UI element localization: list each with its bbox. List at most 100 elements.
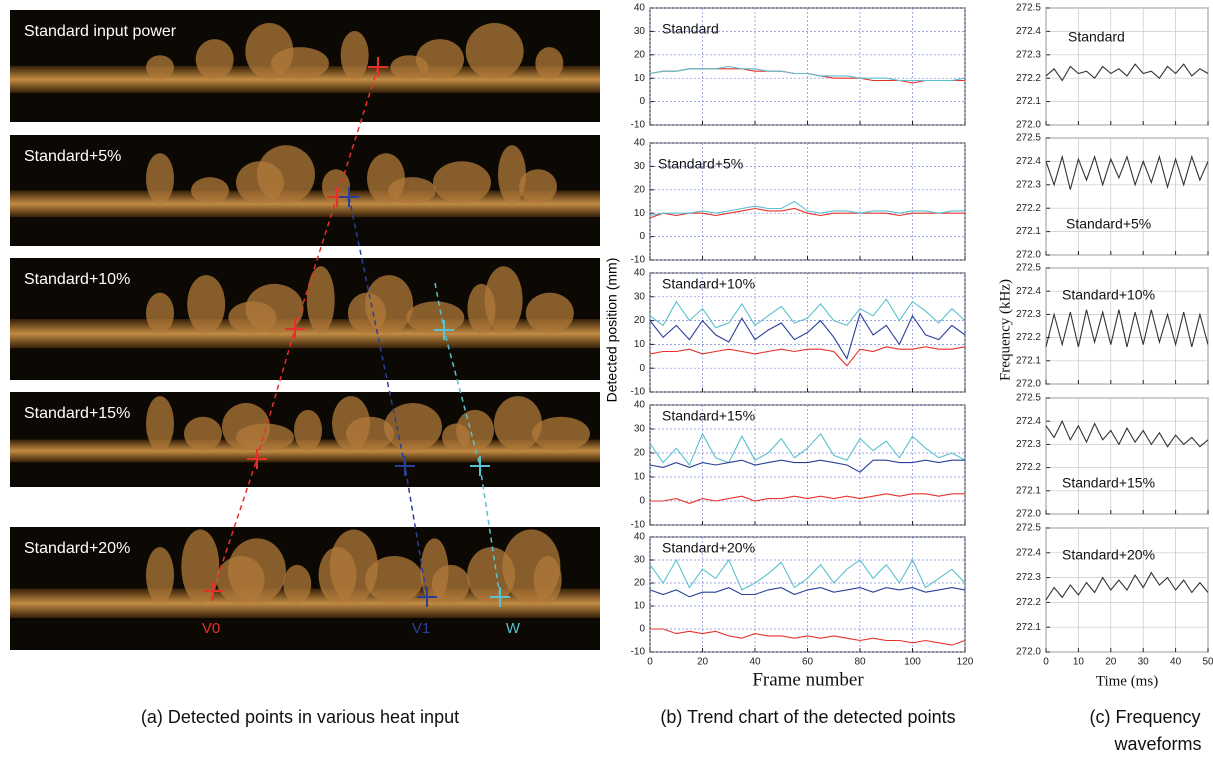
data-line [649, 587, 966, 598]
droplet [365, 556, 424, 604]
y-tick-label: 40 [634, 3, 646, 14]
chart-title: Standard+5% [1066, 216, 1151, 232]
point-label: V1 [412, 620, 430, 637]
droplet [365, 275, 414, 334]
detected-point [490, 587, 510, 607]
chart-title: Standard+5% [658, 156, 743, 172]
y-tick-label: 20 [634, 184, 646, 195]
x-tick-label: 0 [647, 657, 653, 668]
y-tick-label: 272.1 [1016, 96, 1041, 107]
x-tick-label: 120 [957, 657, 974, 668]
x-tick-label: 20 [697, 657, 709, 668]
y-tick-label: 0 [639, 363, 645, 374]
y-tick-label: 10 [634, 73, 646, 84]
droplet [494, 396, 542, 451]
data-line [649, 207, 965, 219]
y-tick-label: 272.5 [1016, 133, 1041, 144]
y-tick-label: 10 [634, 472, 646, 483]
y-tick-label: 272.0 [1016, 120, 1041, 131]
data-line [649, 200, 965, 217]
chart-title: Standard+10% [1062, 287, 1155, 303]
chart-title: Standard+20% [662, 540, 755, 556]
point-label: W [506, 620, 521, 637]
y-tick-label: 272.2 [1016, 332, 1041, 343]
y-tick-label: 272.0 [1016, 250, 1041, 261]
y-tick-label: 30 [634, 161, 646, 172]
droplet [346, 416, 394, 451]
x-tick-label: 10 [1073, 657, 1085, 668]
droplet [181, 529, 220, 604]
droplet [146, 55, 174, 80]
y-tick-label: 272.0 [1016, 647, 1041, 658]
y-tick-label: 272.0 [1016, 379, 1041, 390]
chart: -10 0 10 20 30 40 Standard+10% [631, 268, 966, 398]
chart-title: Standard+15% [662, 408, 755, 424]
chart: -10 0 10 20 30 40 Standard+15% [631, 400, 966, 531]
x-tick-label: 80 [854, 657, 866, 668]
droplet [416, 39, 464, 80]
detected-point [285, 319, 305, 339]
detected-point [417, 587, 437, 607]
droplet [146, 547, 174, 604]
droplet [535, 47, 564, 80]
detected-point [434, 320, 454, 340]
droplet [519, 169, 557, 204]
photo-label: Standard+15% [24, 405, 130, 422]
data-line [650, 628, 966, 646]
droplet [236, 423, 294, 451]
droplet [146, 396, 174, 451]
caption-b: (b) Trend chart of the detected points [660, 707, 955, 727]
y-tick-label: 40 [634, 268, 646, 279]
y-tick-label: 272.1 [1016, 355, 1041, 366]
y-tick-label: 30 [634, 424, 646, 435]
droplet [384, 403, 442, 451]
x-tick-label: 100 [904, 657, 921, 668]
droplet [431, 564, 470, 604]
photo-label: Standard+20% [24, 540, 130, 557]
droplet [406, 301, 465, 334]
data-line [649, 346, 966, 367]
chart: -10 0 10 20 30 40 Standard+5% [631, 138, 966, 266]
x-tick-label: 60 [802, 657, 814, 668]
photo-label: Standard+10% [24, 271, 130, 288]
y-tick-label: 272.5 [1016, 3, 1041, 14]
chart-title: Standard+20% [1062, 547, 1155, 563]
x-tick-label: 50 [1202, 657, 1213, 668]
detected-point [395, 456, 415, 476]
droplet [484, 266, 523, 334]
y-tick-label: 272.2 [1016, 462, 1041, 473]
droplet [456, 409, 494, 451]
droplet [245, 283, 304, 334]
y-tick-label: 40 [634, 532, 646, 543]
track-line [434, 282, 501, 598]
caption-c: (c) Frequency [1089, 707, 1200, 727]
y-tick-label: 272.3 [1016, 179, 1041, 190]
y-tick-label: 0 [639, 231, 645, 242]
y-tick-label: -10 [631, 387, 646, 398]
data-line [649, 459, 965, 473]
droplet [433, 161, 491, 204]
data-line [1045, 419, 1209, 448]
y-tick-label: 272.5 [1016, 523, 1041, 534]
droplet [184, 416, 222, 451]
data-line [649, 65, 966, 82]
chart-panels: -10010203040Standard-10010203040Standard… [631, 3, 1213, 668]
y-axis-label: Frequency (kHz) [997, 279, 1013, 381]
y-tick-label: 272.4 [1016, 286, 1041, 297]
plot-area [1045, 397, 1209, 515]
x-tick-label: 20 [1105, 657, 1117, 668]
chart: 272.0 272.1 272.2 272.3 272.4 272.5 Standard [1016, 3, 1209, 131]
x-tick-label: 40 [1170, 657, 1182, 668]
y-axis-label: Detected position (mm) [604, 258, 620, 403]
droplet [283, 564, 312, 604]
y-tick-label: 10 [634, 208, 646, 219]
y-tick-label: 272.5 [1016, 263, 1041, 274]
droplet [329, 529, 378, 604]
data-line [649, 432, 966, 467]
y-tick-label: 272.3 [1016, 49, 1041, 60]
droplet [532, 416, 590, 451]
droplet [146, 153, 174, 204]
detected-point [247, 449, 267, 469]
y-tick-label: 272.1 [1016, 226, 1041, 237]
